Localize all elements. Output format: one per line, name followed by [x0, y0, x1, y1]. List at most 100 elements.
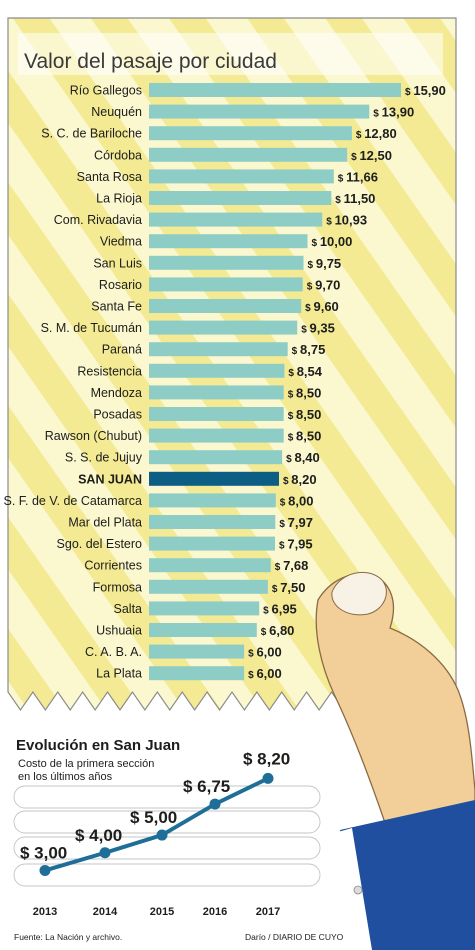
bar: [149, 385, 284, 400]
value-label: $ 7,68: [275, 558, 309, 573]
bar: [149, 169, 334, 184]
value-label: $ 7,95: [279, 537, 313, 552]
value-label: $ 8,50: [288, 429, 322, 444]
value-label: $ 7,97: [279, 515, 313, 530]
grid-band: [13, 785, 321, 809]
bar: [149, 363, 285, 378]
category-label: Ushuaia: [96, 624, 142, 638]
value-label: $ 11,50: [335, 191, 375, 206]
x-tick-label: 2015: [150, 906, 174, 918]
category-label: S. C. de Bariloche: [41, 127, 142, 141]
bar: [149, 493, 276, 508]
bar: [149, 299, 302, 313]
category-label: Santa Rosa: [77, 170, 142, 184]
category-label: Rawson (Chubut): [45, 429, 142, 443]
bar: [149, 666, 245, 681]
bar: [149, 515, 276, 529]
bar: [149, 623, 257, 637]
category-label: Mar del Plata: [68, 516, 142, 530]
x-tick-label: 2013: [33, 906, 57, 918]
bar: [149, 234, 308, 249]
thumbnail-shape: [331, 571, 387, 616]
line-chart: $ 3,00 2013 $ 4,00 2014 $ 5,00 2015 $ 6,75 2016…: [13, 749, 321, 918]
category-label: Salta: [114, 602, 143, 616]
bar: [149, 579, 268, 594]
category-label: Resistencia: [77, 364, 142, 378]
data-point: [39, 864, 51, 876]
category-label: Viedma: [100, 235, 142, 249]
data-point: [156, 829, 168, 841]
value-label: $ 15,90: [405, 83, 446, 98]
bar: [149, 558, 271, 573]
category-label: Paraná: [102, 343, 142, 357]
value-label: $ 9,60: [305, 299, 339, 314]
bar-highlight: [149, 471, 279, 486]
value-label: $ 8,20: [283, 472, 317, 487]
category-label: C. A. B. A.: [85, 645, 142, 659]
data-point: [99, 847, 111, 859]
grid-band: [13, 863, 321, 887]
bar: [149, 644, 245, 659]
category-label: S. S. de Jujuy: [65, 451, 143, 465]
bar: [149, 277, 303, 292]
bar: [149, 83, 401, 97]
x-tick-label: 2014: [93, 906, 118, 918]
category-label: Neuquén: [91, 105, 142, 119]
x-tick-label: 2016: [203, 906, 227, 918]
value-label: $ 6,80: [261, 623, 295, 638]
value-label: $ 6,95: [263, 601, 297, 616]
bar: [149, 601, 260, 616]
bar: [149, 212, 323, 227]
bar-chart: Río Gallegos $ 15,90 Neuquén $ 13,90 S. C. d…: [3, 83, 446, 681]
data-point: [209, 798, 221, 810]
cuff-button-icon: [353, 885, 363, 895]
bar: [149, 450, 283, 465]
category-label: La Rioja: [96, 192, 142, 206]
value-label: $ 13,90: [373, 105, 414, 120]
category-label: S. M. de Tucumán: [41, 321, 142, 335]
category-label: Río Gallegos: [70, 84, 142, 98]
category-label: Córdoba: [94, 148, 142, 162]
value-label: $ 10,93: [326, 213, 367, 228]
data-label: $ 3,00: [20, 843, 67, 862]
data-label: $ 5,00: [130, 808, 177, 827]
data-label: $ 6,75: [183, 777, 230, 796]
evolution-subtitle: Costo de la primera sección en los último…: [18, 758, 154, 783]
x-tick-label: 2017: [256, 906, 280, 918]
category-label: Corrientes: [84, 559, 142, 573]
bar: [149, 428, 284, 443]
bar: [149, 147, 348, 162]
bar: [149, 191, 332, 205]
value-label: $ 10,00: [311, 234, 352, 249]
value-label: $ 9,75: [308, 256, 342, 271]
bar: [149, 255, 304, 270]
category-label: Sgo. del Estero: [57, 537, 143, 551]
value-label: $ 12,80: [356, 126, 397, 141]
footer-credit: Darío / DIARIO DE CUYO: [245, 932, 344, 942]
title-band: [18, 33, 443, 75]
data-point: [262, 772, 274, 784]
hand-illustration: [315, 571, 475, 950]
value-label: $ 9,70: [307, 277, 341, 292]
value-label: $ 8,40: [286, 450, 320, 465]
category-label: S. F. de V. de Catamarca: [3, 494, 142, 508]
value-label: $ 6,00: [248, 666, 282, 681]
value-label: $ 8,00: [280, 493, 314, 508]
category-label: Com. Rivadavia: [54, 213, 142, 227]
footer-source: Fuente: La Nación y archivo.: [14, 932, 122, 942]
category-label: Rosario: [99, 278, 142, 292]
value-label: $ 8,75: [292, 342, 326, 357]
category-label: Formosa: [93, 580, 142, 594]
bar: [149, 407, 284, 421]
category-label: Mendoza: [91, 386, 142, 400]
value-label: $ 9,35: [301, 321, 335, 336]
data-label: $ 4,00: [75, 826, 122, 845]
value-label: $ 12,50: [351, 148, 392, 163]
category-label: Posadas: [93, 408, 142, 422]
bar: [149, 320, 298, 335]
value-label: $ 8,54: [288, 364, 322, 379]
category-label: SAN JUAN: [78, 472, 142, 486]
value-label: $ 8,50: [288, 407, 322, 422]
evolution-title: Evolución en San Juan: [16, 737, 180, 754]
